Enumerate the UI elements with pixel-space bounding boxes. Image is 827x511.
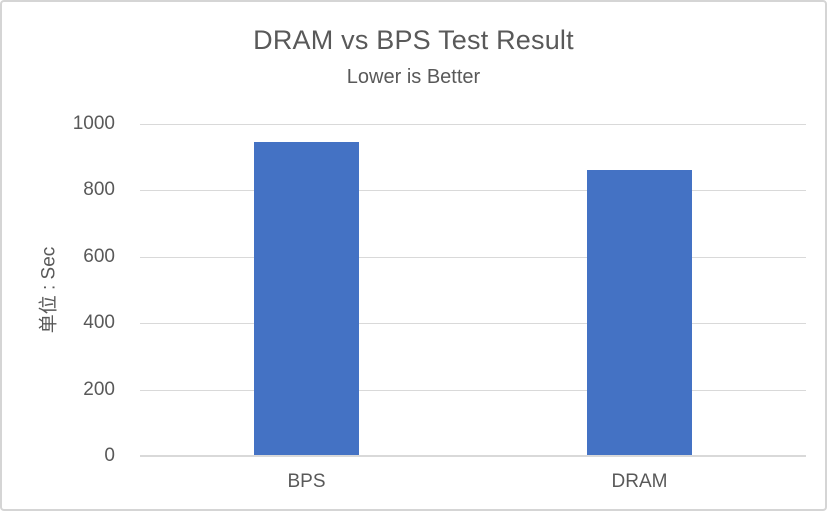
gridline: [140, 389, 806, 391]
gridline: [140, 323, 806, 325]
y-tick-label: 600: [83, 245, 115, 267]
chart-subtitle: Lower is Better: [346, 66, 481, 88]
y-tick-label: 1000: [72, 113, 115, 134]
gridline: [140, 190, 806, 192]
gridline: [140, 124, 806, 125]
plot-area: [140, 124, 806, 457]
category-label-dram: DRAM: [611, 471, 668, 492]
y-tick-label: 200: [83, 378, 115, 400]
y-axis-title-text: 单位 : Sec: [38, 246, 60, 334]
bar-dram: [587, 169, 692, 456]
category-label-bps: BPS: [287, 471, 326, 492]
x-axis-line: [140, 455, 806, 457]
y-tick-label: 0: [104, 445, 115, 466]
y-tick-label: 400: [83, 312, 115, 334]
gridline: [140, 256, 806, 258]
chart-title: DRAM vs BPS Test Result: [253, 25, 574, 55]
y-tick-label: 800: [83, 179, 115, 201]
bar-bps: [254, 142, 359, 456]
